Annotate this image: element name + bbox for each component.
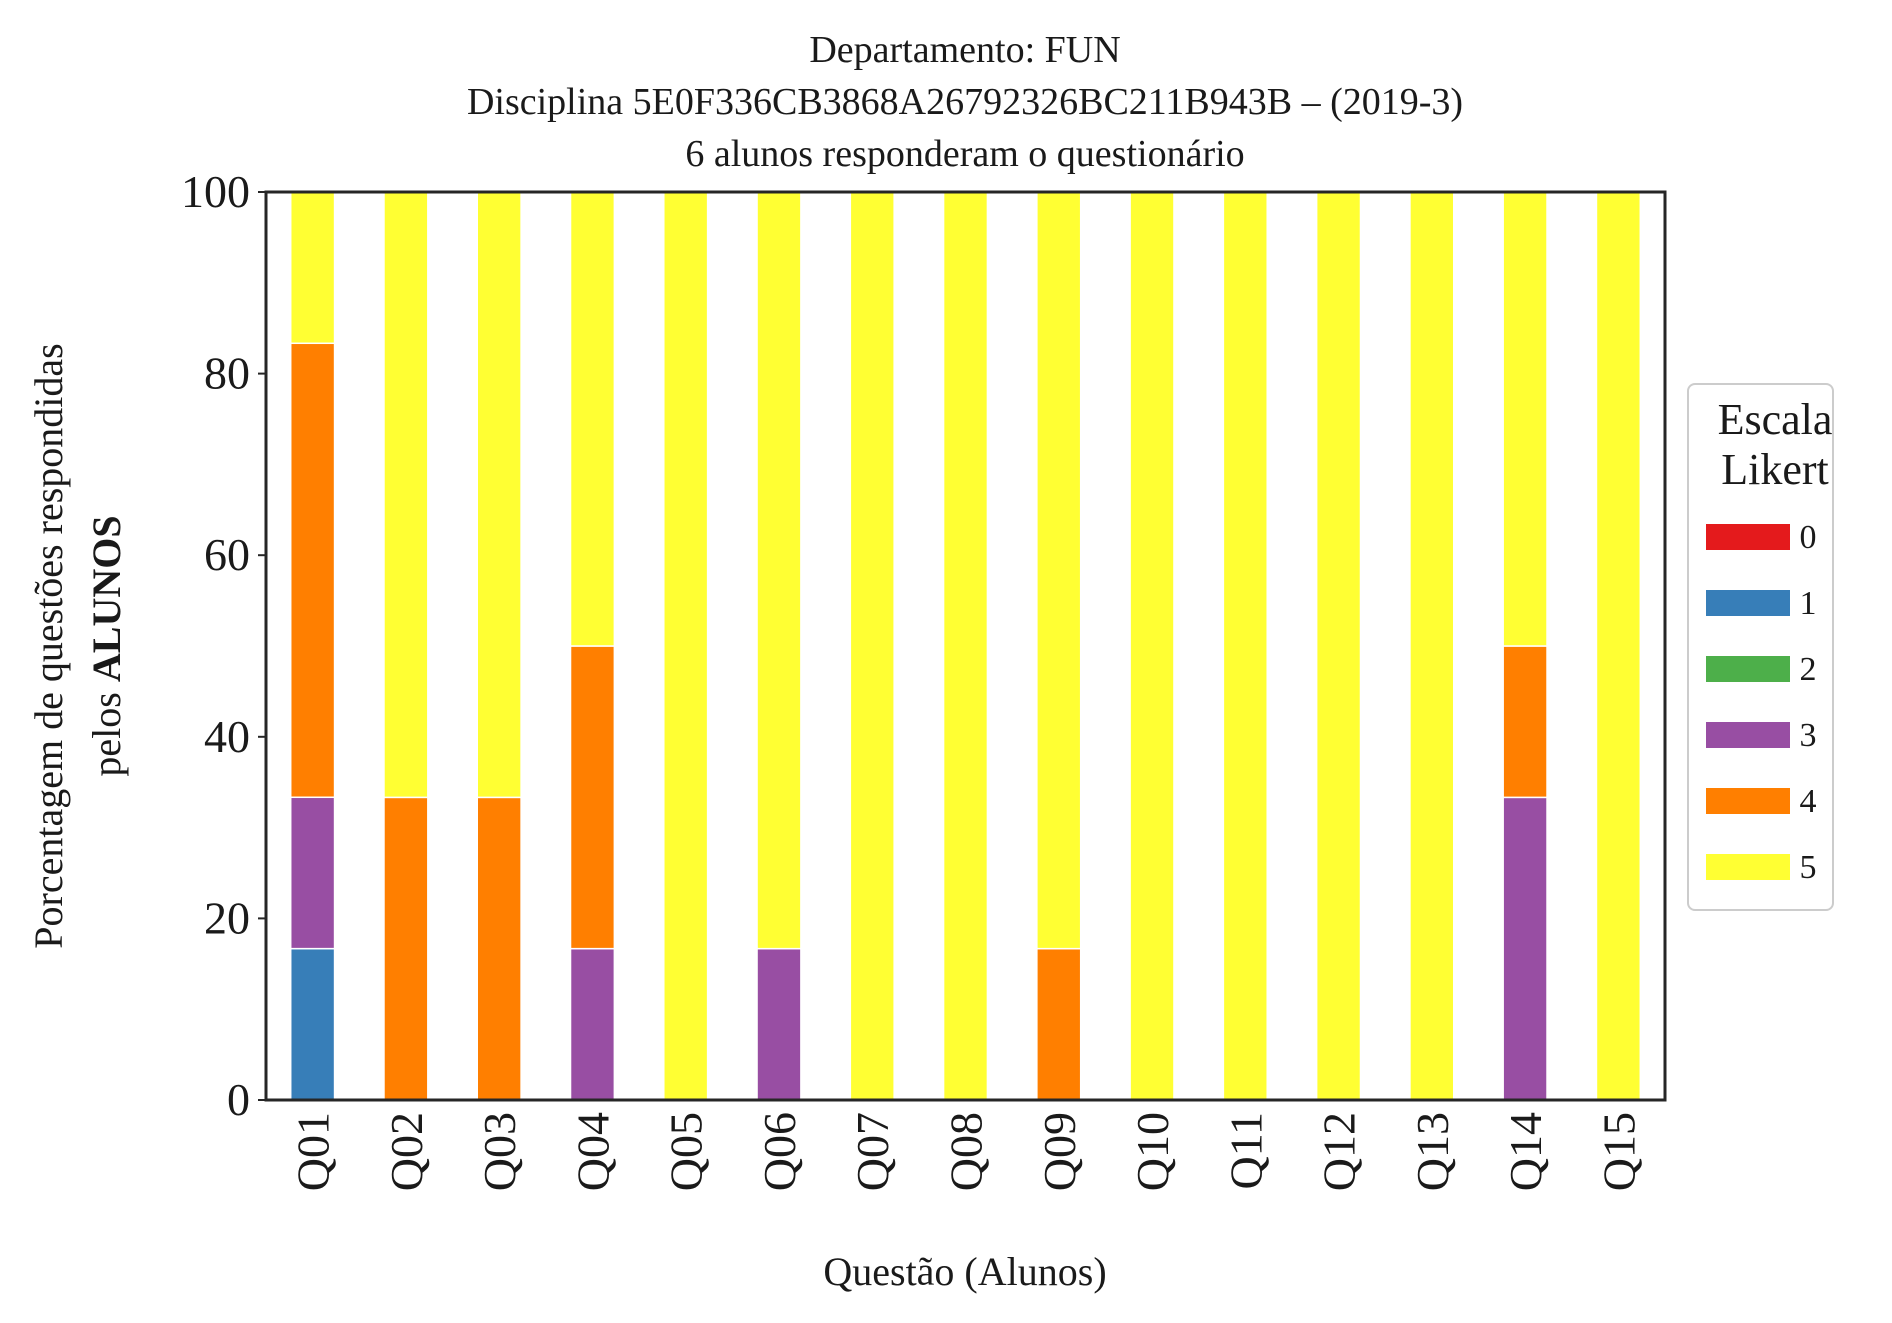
bar-q14-level-3 bbox=[1502, 796, 1548, 1101]
x-tick-label-q02: Q02 bbox=[381, 1112, 432, 1191]
legend-frame bbox=[1687, 383, 1834, 911]
bar-q01-level-3 bbox=[289, 796, 336, 950]
bars-layer bbox=[289, 191, 1642, 1101]
bar-q03-level-5 bbox=[476, 191, 522, 799]
bar-q01-level-5 bbox=[289, 191, 336, 345]
x-tick-label-q09: Q09 bbox=[1034, 1112, 1085, 1191]
legend-label-3: 3 bbox=[1800, 717, 1817, 754]
y-axis-ticks: 0 20 40 60 80 100 bbox=[181, 166, 266, 1125]
x-tick-label-q03: Q03 bbox=[474, 1112, 525, 1191]
bar-q15-level-5 bbox=[1595, 191, 1642, 1101]
bar-q05-level-5 bbox=[663, 191, 709, 1101]
bar-q09-level-4 bbox=[1036, 947, 1082, 1101]
bar-q07-level-5 bbox=[849, 191, 895, 1101]
legend-swatch-4 bbox=[1706, 788, 1790, 814]
bar-q08-level-5 bbox=[942, 191, 989, 1101]
y-axis-title-bold: ALUNOS bbox=[84, 515, 129, 682]
chart-title: Departamento: FUN Disciplina 5E0F336CB38… bbox=[467, 29, 1463, 175]
bar-q03-level-4 bbox=[476, 796, 522, 1101]
bar-q02-level-4 bbox=[383, 796, 429, 1101]
legend-label-2: 2 bbox=[1800, 651, 1817, 688]
x-tick-label-q12: Q12 bbox=[1314, 1112, 1365, 1191]
bar-q01-level-1 bbox=[289, 947, 336, 1101]
y-tick-label: 20 bbox=[204, 892, 250, 943]
bar-q04-level-5 bbox=[569, 191, 616, 647]
y-axis-title-line-2: pelos ALUNOS bbox=[84, 515, 129, 776]
x-tick-label-q10: Q10 bbox=[1127, 1112, 1178, 1191]
x-axis-ticks: Q01 Q02 Q03 Q04 Q05 Q06 Q07 Q08 Q09 Q10 Q11 Q12 Q13 Q… bbox=[288, 1112, 1645, 1191]
bar-q04-level-3 bbox=[569, 947, 616, 1101]
bar-q14-level-5 bbox=[1502, 191, 1548, 647]
x-tick-label-q11: Q11 bbox=[1220, 1112, 1271, 1190]
bar-q06-level-3 bbox=[756, 947, 802, 1101]
legend-label-5: 5 bbox=[1800, 849, 1817, 886]
x-tick-label-q06: Q06 bbox=[754, 1112, 805, 1191]
y-tick-label: 80 bbox=[204, 348, 250, 399]
chart-title-line-1: Departamento: FUN bbox=[809, 29, 1120, 71]
bar-q12-level-5 bbox=[1315, 191, 1362, 1101]
bar-q01-level-4 bbox=[289, 342, 336, 799]
plot-frame bbox=[264, 190, 1667, 1102]
x-tick-label-q08: Q08 bbox=[941, 1112, 992, 1191]
legend-label-1: 1 bbox=[1800, 585, 1817, 622]
y-tick-label: 100 bbox=[181, 166, 250, 217]
legend-swatch-5 bbox=[1706, 854, 1790, 880]
x-tick-label-q01: Q01 bbox=[288, 1112, 339, 1191]
bar-q10-level-5 bbox=[1129, 191, 1175, 1101]
legend-swatch-1 bbox=[1706, 590, 1790, 616]
bar-q04-level-4 bbox=[569, 645, 616, 950]
x-tick-label-q13: Q13 bbox=[1407, 1112, 1458, 1191]
chart-title-line-2: Disciplina 5E0F336CB3868A26792326BC211B9… bbox=[467, 81, 1463, 123]
legend-swatch-0 bbox=[1706, 524, 1790, 550]
bar-q06-level-5 bbox=[756, 191, 802, 950]
y-tick-label: 40 bbox=[204, 711, 250, 762]
legend-swatch-3 bbox=[1706, 722, 1790, 748]
x-tick-label-q15: Q15 bbox=[1593, 1112, 1644, 1191]
x-axis-title: Questão (Alunos) bbox=[823, 1249, 1106, 1294]
legend-swatch-2 bbox=[1706, 656, 1790, 682]
legend-title-line-2: Likert bbox=[1721, 445, 1829, 494]
y-axis-title-line-1: Porcentagem de questões respondidas bbox=[26, 343, 71, 948]
legend-label-4: 4 bbox=[1800, 783, 1817, 820]
y-tick-label: 0 bbox=[227, 1074, 250, 1125]
y-axis-title-prefix: pelos bbox=[84, 682, 129, 776]
legend-title-line-1: Escala bbox=[1718, 395, 1833, 444]
legend-items: 0 1 2 3 4 5 bbox=[1706, 519, 1817, 886]
x-tick-label-q07: Q07 bbox=[847, 1112, 898, 1191]
bar-q09-level-5 bbox=[1036, 191, 1082, 950]
bar-q13-level-5 bbox=[1409, 191, 1455, 1101]
bar-q14-level-4 bbox=[1502, 645, 1548, 799]
x-tick-label-q04: Q04 bbox=[567, 1112, 618, 1191]
bar-q02-level-5 bbox=[383, 191, 429, 799]
legend-label-0: 0 bbox=[1800, 519, 1817, 556]
x-tick-label-q05: Q05 bbox=[661, 1112, 712, 1191]
y-tick-label: 60 bbox=[204, 529, 250, 580]
bar-q11-level-5 bbox=[1222, 191, 1268, 1101]
chart-title-line-3: 6 alunos responderam o questionário bbox=[685, 133, 1244, 175]
legend: Escala Likert 0 1 2 3 4 5 bbox=[1687, 383, 1834, 911]
y-axis-title: Porcentagem de questões respondidas pelo… bbox=[26, 343, 129, 948]
x-tick-label-q14: Q14 bbox=[1500, 1112, 1551, 1191]
